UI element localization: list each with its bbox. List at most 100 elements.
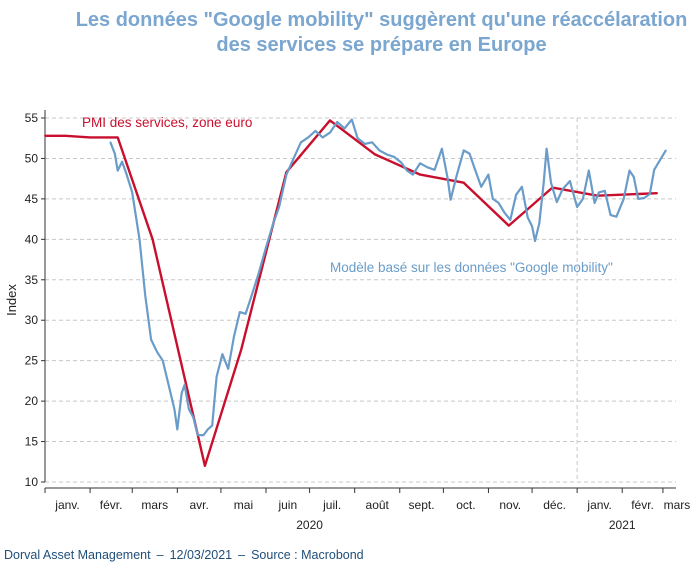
footer-sep-1: – — [156, 548, 164, 562]
data-point-mobility — [156, 350, 158, 353]
data-point-mobility — [336, 121, 339, 123]
data-point-mobility — [238, 311, 241, 313]
data-point-mobility — [188, 408, 190, 411]
data-point-mobility — [664, 149, 667, 152]
data-point-mobility — [455, 175, 458, 178]
data-point-mobility — [131, 191, 134, 194]
data-point-mobility — [653, 168, 656, 171]
y-tick-label: 35 — [25, 273, 39, 287]
data-point-pmi — [419, 173, 421, 176]
data-point-pmi — [44, 134, 46, 137]
data-point-mobility — [503, 211, 506, 214]
data-point-mobility — [202, 434, 205, 436]
data-point-mobility — [125, 172, 128, 175]
data-point-mobility — [538, 222, 541, 225]
x-tick-label: mai — [234, 498, 253, 512]
footer-date: 12/03/2021 — [169, 548, 233, 562]
data-point-mobility — [480, 185, 483, 188]
data-point-mobility — [314, 130, 317, 132]
data-point-mobility — [643, 197, 645, 200]
data-point-mobility — [622, 198, 625, 200]
data-point-mobility — [406, 169, 408, 172]
x-tick-label: mars — [141, 498, 168, 512]
data-point-mobility — [378, 149, 381, 152]
annotation-pmi: PMI des services, zone euro — [82, 115, 252, 130]
data-point-mobility — [176, 428, 179, 431]
chart-title-line-2: des services se prépare en Europe — [216, 34, 547, 56]
data-point-mobility — [272, 222, 275, 225]
data-point-mobility — [109, 141, 112, 144]
data-point-mobility — [521, 185, 523, 188]
footer-source: Dorval Asset Management –12/03/2021– Sourc… — [4, 548, 370, 562]
data-point-mobility — [292, 157, 295, 160]
data-point-mobility — [433, 168, 436, 171]
x-tick-label: août — [366, 498, 390, 512]
x-tick-label: sept. — [409, 498, 435, 512]
data-point-mobility — [113, 152, 116, 155]
data-point-mobility — [244, 312, 247, 315]
series-line-mobility — [109, 118, 667, 437]
data-point-mobility — [569, 180, 571, 183]
data-point-mobility — [121, 160, 123, 163]
data-point-mobility — [161, 359, 164, 362]
data-point-mobility — [400, 161, 403, 164]
y-tick-label: 55 — [25, 111, 39, 125]
data-point-mobility — [561, 188, 564, 191]
data-point-mobility — [192, 416, 195, 419]
y-tick-label: 15 — [25, 435, 39, 449]
data-point-mobility — [356, 137, 359, 140]
data-point-pmi — [89, 136, 91, 139]
data-point-mobility — [515, 193, 517, 196]
data-point-mobility — [648, 193, 651, 195]
data-point-pmi — [116, 136, 119, 139]
x-tick-label: janv. — [54, 498, 79, 512]
x-tick-label: juil. — [322, 498, 341, 512]
data-point-mobility — [609, 214, 612, 217]
data-point-mobility — [598, 191, 600, 194]
data-point-mobility — [233, 335, 235, 338]
x-tick-label: nov. — [499, 498, 521, 512]
data-point-mobility — [215, 375, 218, 378]
x-year-label: 2020 — [296, 518, 323, 532]
data-point-mobility — [426, 166, 429, 169]
data-point-mobility — [329, 131, 331, 134]
chart-title-line-1: Les données "Google mobility" suggèrent … — [75, 9, 688, 31]
data-point-mobility — [144, 295, 147, 297]
data-point-pmi — [507, 224, 510, 227]
data-point-pmi — [151, 238, 154, 241]
data-point-mobility — [278, 206, 280, 208]
data-point-mobility — [183, 384, 186, 386]
data-point-mobility — [221, 353, 224, 356]
data-point-mobility — [487, 173, 490, 176]
data-point-mobility — [116, 169, 119, 172]
data-point-mobility — [343, 127, 346, 130]
data-point-mobility — [534, 240, 536, 242]
data-point-pmi — [656, 192, 658, 195]
x-tick-label: juin — [277, 498, 297, 512]
data-point-mobility — [474, 169, 477, 172]
x-year-label: 2021 — [609, 518, 636, 532]
data-point-mobility — [307, 136, 310, 139]
data-point-mobility — [462, 149, 465, 152]
y-tick-label: 30 — [25, 313, 39, 327]
footer-source: Source : Macrobond — [251, 548, 364, 562]
y-tick-label: 10 — [25, 475, 39, 489]
data-point-pmi — [204, 464, 206, 467]
x-tick-label: févr. — [100, 498, 123, 512]
data-point-mobility — [491, 198, 494, 200]
data-point-mobility — [441, 147, 443, 150]
data-point-mobility — [393, 155, 395, 158]
data-point-mobility — [582, 198, 584, 200]
x-tick-label: janv. — [586, 498, 611, 512]
x-tick-label: avr. — [189, 498, 208, 512]
data-point-mobility — [446, 177, 449, 180]
data-point-mobility — [167, 384, 170, 386]
data-point-mobility — [593, 202, 596, 204]
data-point-mobility — [419, 162, 421, 165]
data-point-pmi — [462, 181, 465, 184]
footer-org: Dorval Asset Management — [4, 548, 151, 562]
data-point-mobility — [250, 295, 253, 297]
data-point-mobility — [637, 198, 640, 200]
data-point-mobility — [509, 219, 512, 221]
data-point-mobility — [603, 189, 606, 192]
